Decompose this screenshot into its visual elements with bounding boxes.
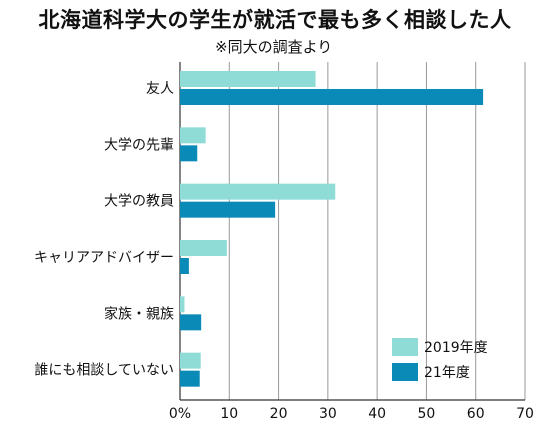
category-label: キャリアアドバイザー	[34, 250, 174, 266]
bar-fy2021	[180, 370, 200, 387]
category-label: 大学の教員	[104, 194, 174, 210]
bar-fy2021	[180, 314, 202, 331]
chart-subtitle: ※同大の調査より	[215, 38, 333, 56]
bar-fy2021	[180, 258, 189, 274]
legend-label: 21年度	[424, 365, 470, 381]
category-label: 家族・親族	[104, 305, 174, 322]
x-tick-label: 10	[220, 406, 238, 422]
category-label: 誰にも相談していない	[34, 363, 174, 379]
x-tick-label: 40	[368, 406, 386, 422]
legend-label: 2019年度	[424, 340, 488, 356]
x-tick-labels: 0% 10 20 30 40 50 60 70	[169, 406, 534, 422]
bar-fy2019	[180, 296, 185, 313]
bar-fy2019	[180, 352, 201, 369]
bar-fy2019	[180, 71, 316, 87]
bar-fy2021	[180, 89, 484, 105]
x-tick-label: 20	[270, 406, 288, 422]
legend-swatch	[392, 338, 418, 356]
bar-fy2019	[180, 127, 206, 144]
category-label: 友人	[146, 81, 174, 97]
x-tick-label: 0%	[169, 406, 191, 422]
bar-fy2021	[180, 201, 276, 218]
grid-lines	[179, 62, 526, 401]
legend-swatch	[392, 363, 418, 381]
bar-fy2019	[180, 240, 227, 256]
chart-title: 北海道科学大の学生が就活で最も多く相談した人	[38, 8, 512, 32]
x-tick-label: 30	[319, 406, 337, 422]
legend: 2019年度 21年度	[392, 338, 488, 381]
bar-fy2019	[180, 183, 336, 200]
x-tick-label: 50	[418, 406, 436, 422]
bar-fy2021	[180, 145, 198, 162]
category-label: 大学の先輩	[104, 137, 174, 153]
x-tick-label: 70	[516, 406, 534, 422]
bars	[180, 71, 484, 387]
x-tick-label: 60	[467, 406, 485, 422]
